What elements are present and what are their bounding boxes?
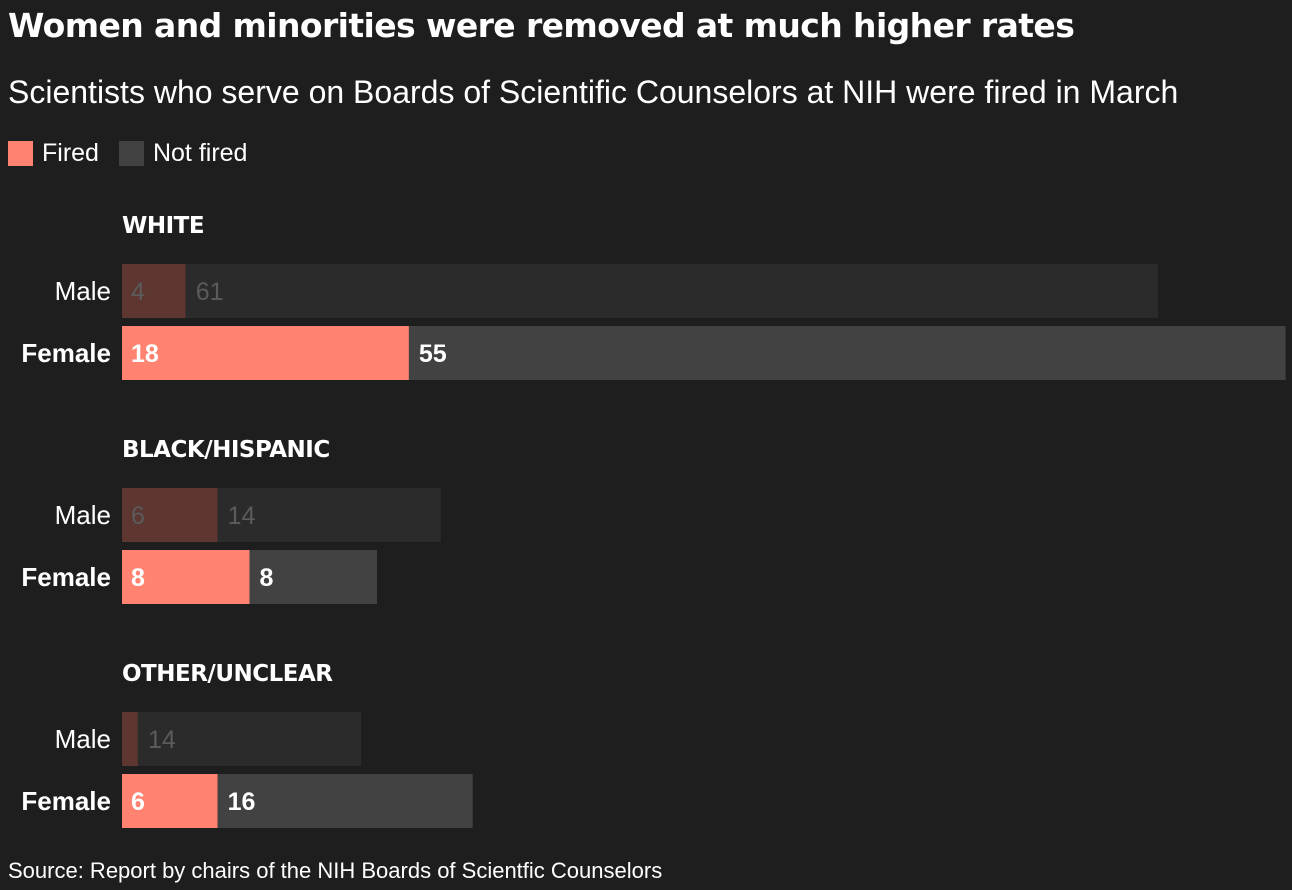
source-note: Source: Report by chairs of the NIH Boar…: [8, 858, 663, 883]
bar-not-fired-white-female: [408, 326, 1286, 380]
value-label-not-fired-white-male: 61: [196, 278, 224, 306]
bar-not-fired-other-unclear-female: [217, 774, 473, 828]
value-label-fired-white-male: 4: [131, 278, 145, 306]
row-label-black-hispanic-female: Female: [21, 562, 111, 592]
chart-subtitle: Scientists who serve on Boards of Scient…: [8, 74, 1179, 110]
legend-label-fired: Fired: [42, 138, 99, 167]
bar-fired-other-unclear-male: [122, 712, 138, 766]
bar-fired-black-hispanic-female: [122, 550, 250, 604]
value-label-not-fired-black-hispanic-male: 14: [228, 502, 256, 530]
value-label-not-fired-other-unclear-female: 16: [228, 788, 256, 816]
legend-item-not-fired: Not fired: [118, 138, 248, 168]
group-header-white: WHITE: [122, 213, 204, 239]
chart-title: Women and minorities were removed at muc…: [8, 6, 1075, 45]
bar-not-fired-black-hispanic-female: [249, 550, 378, 604]
bar-fired-other-unclear-female: [122, 774, 218, 828]
bar-not-fired-other-unclear-male: [137, 712, 362, 766]
group-header-black-hispanic: BLACK/HISPANIC: [122, 437, 330, 463]
group-header-other-unclear: OTHER/UNCLEAR: [122, 661, 333, 687]
row-label-white-female: Female: [21, 338, 111, 368]
value-label-fired-black-hispanic-female: 8: [131, 564, 145, 592]
bar-not-fired-white-male: [185, 264, 1159, 318]
row-label-other-unclear-male: Male: [55, 724, 111, 754]
value-label-fired-white-female: 18: [131, 340, 159, 368]
value-label-fired-other-unclear-female: 6: [131, 788, 145, 816]
value-label-not-fired-white-female: 55: [419, 340, 447, 368]
legend-swatch-not-fired: [118, 140, 144, 166]
legend-item-fired: Fired: [8, 139, 99, 168]
legend-swatch-fired: [8, 140, 33, 166]
value-label-fired-black-hispanic-male: 6: [131, 502, 145, 530]
row-label-black-hispanic-male: Male: [55, 500, 111, 530]
legend-label-not-fired: Not fired: [152, 138, 248, 167]
row-label-other-unclear-female: Female: [21, 786, 111, 816]
value-label-not-fired-other-unclear-male: 14: [148, 726, 176, 754]
bar-fired-black-hispanic-male: [122, 488, 218, 542]
row-label-white-male: Male: [55, 276, 111, 306]
bar-fired-white-female: [122, 326, 409, 380]
legend: Fired Not fired: [8, 138, 267, 168]
value-label-not-fired-black-hispanic-female: 8: [260, 564, 274, 592]
bar-chart: WHITE Male 4 61 Female 18 55 BLACK/HISPANIC Male…: [21, 213, 1286, 828]
bar-fired-white-male: [122, 264, 186, 318]
bar-not-fired-black-hispanic-male: [217, 488, 441, 542]
